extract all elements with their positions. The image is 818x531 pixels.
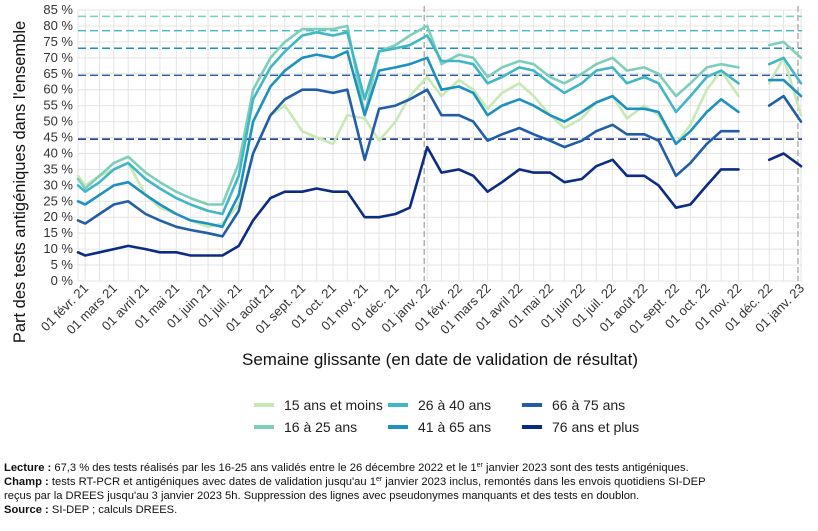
legend-label: 41 à 65 ans <box>418 419 491 435</box>
series-line <box>76 24 740 206</box>
series-line <box>767 56 803 117</box>
y-tick-label: 40 % <box>43 145 73 160</box>
y-tick-label: 25 % <box>43 193 73 208</box>
grid-lines <box>77 9 802 282</box>
series-line <box>767 78 803 98</box>
y-tick-label: 70 % <box>43 50 73 65</box>
y-tick-label: 30 % <box>43 177 73 192</box>
chart-svg: 0 %5 %10 %15 %20 %25 %30 %35 %40 %45 %50… <box>11 2 807 435</box>
note-champ-continued: reçus par la DREES jusqu'au 3 janvier 20… <box>4 490 640 502</box>
series-line <box>76 50 740 229</box>
note-lecture: Lecture : 67,3 % des tests réalisés par … <box>4 462 689 474</box>
x-axis-label: Semaine glissante (en date de validation… <box>242 350 638 369</box>
y-tick-label: 80 % <box>43 18 73 33</box>
y-tick-label: 55 % <box>43 98 73 113</box>
y-tick-label: 65 % <box>43 66 73 81</box>
y-tick-label: 20 % <box>43 209 73 224</box>
y-tick-label: 10 % <box>43 241 73 256</box>
series-line <box>76 88 740 238</box>
y-tick-label: 75 % <box>43 34 73 49</box>
data-series <box>76 24 803 257</box>
y-tick-labels: 0 %5 %10 %15 %20 %25 %30 %35 %40 %45 %50… <box>43 2 73 288</box>
legend-label: 16 à 25 ans <box>284 419 357 435</box>
y-tick-label: 5 % <box>51 257 74 272</box>
series-line <box>76 69 740 229</box>
y-tick-label: 85 % <box>43 2 73 17</box>
y-tick-label: 15 % <box>43 225 73 240</box>
series-line <box>76 145 740 257</box>
legend-label: 76 ans et plus <box>552 419 639 435</box>
note-champ: Champ : tests RT-PCR et antigéniques ave… <box>4 476 706 488</box>
y-tick-label: 35 % <box>43 161 73 176</box>
legend-label: 26 à 40 ans <box>418 397 491 413</box>
reference-lines <box>78 6 802 281</box>
y-tick-label: 0 % <box>51 273 74 288</box>
y-tick-label: 45 % <box>43 130 73 145</box>
y-tick-label: 50 % <box>43 114 73 129</box>
note-source: Source : SI-DEP ; calculs DREES. <box>4 504 178 516</box>
series-line <box>767 152 803 168</box>
y-tick-label: 60 % <box>43 82 73 97</box>
series-line <box>767 56 803 85</box>
legend: 15 ans et moins 16 à 25 ans 26 à 40 ans 41 … <box>254 397 639 435</box>
legend-label: 66 à 75 ans <box>552 397 625 413</box>
series-line <box>767 40 803 60</box>
legend-label: 15 ans et moins <box>284 397 383 413</box>
y-axis-label: Part des tests antigéniques dans l'ensem… <box>11 21 29 343</box>
series-line <box>767 94 803 123</box>
series-line <box>76 30 740 216</box>
